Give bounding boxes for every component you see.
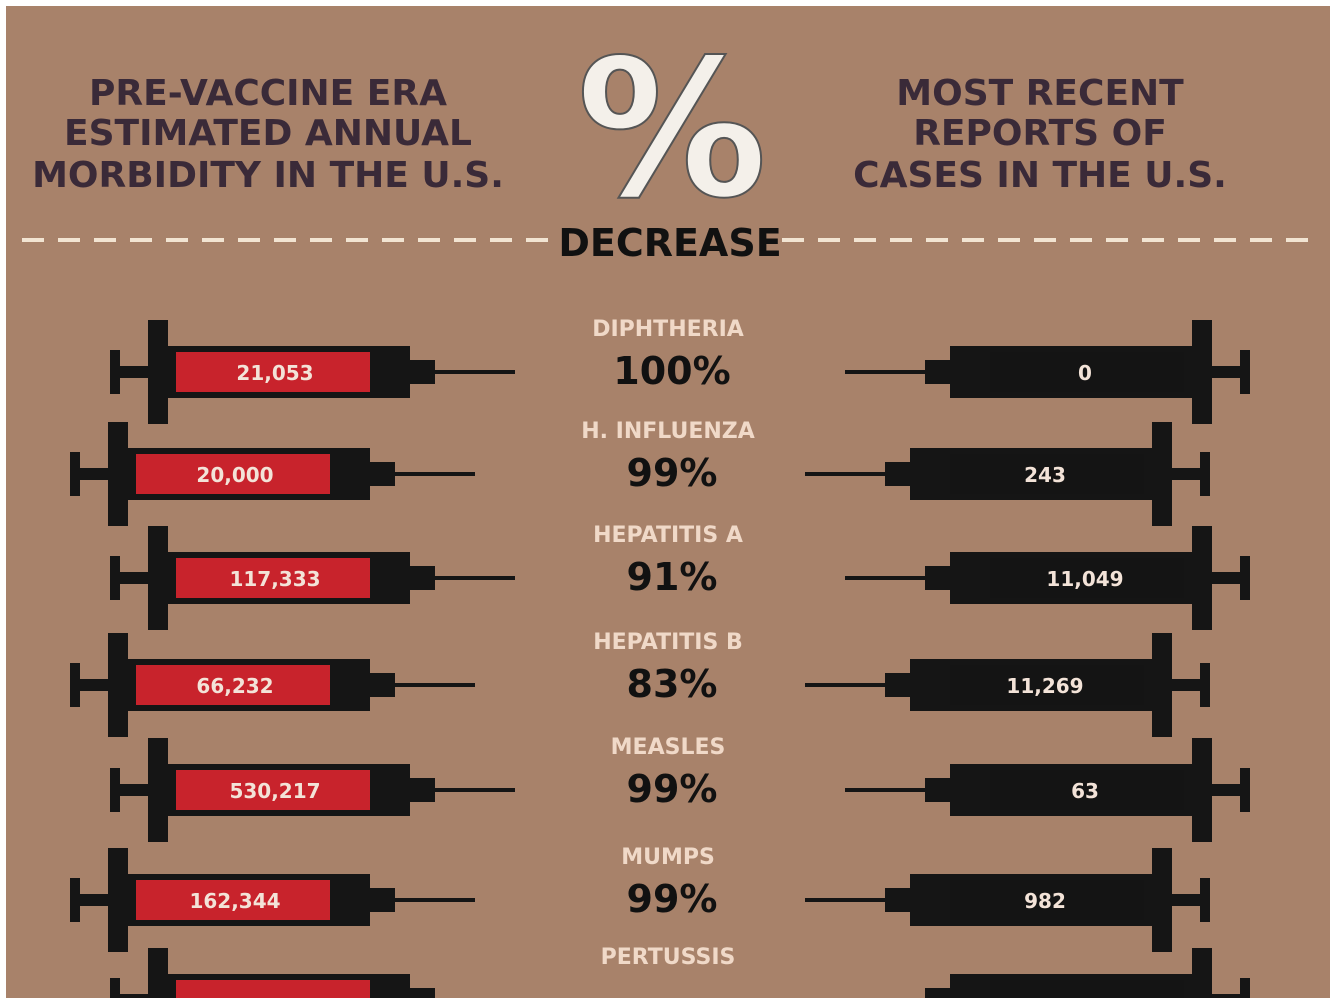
hub [925,360,950,384]
case-count: 243 [1024,463,1066,487]
plunger-cap [1200,663,1210,707]
heading-line: ESTIMATED ANNUAL [64,113,472,154]
case-count: 11,269 [1006,674,1083,698]
heading-line: CASES IN THE U.S. [853,155,1227,196]
plunger-cap [110,350,120,394]
hub [370,888,395,912]
decrease-percent: 83% [627,662,718,706]
flange [1152,633,1172,737]
plunger-rod [120,366,150,378]
case-count: 20,000 [196,463,273,487]
flange [1152,422,1172,526]
decrease-percent: 100% [613,349,730,393]
flange [1192,738,1212,842]
disease-name: MUMPS [621,845,715,870]
case-count: 21,053 [236,361,313,385]
heading-line: REPORTS OF [913,113,1167,154]
hub [925,778,950,802]
case-count: 0 [1078,361,1092,385]
flange [1192,526,1212,630]
plunger-rod [80,894,110,906]
plunger-cap [70,452,80,496]
plunger-cap [1200,452,1210,496]
disease-name: HEPATITIS A [593,523,743,548]
heading-line: PRE-VACCINE ERA [89,73,447,114]
hub [410,988,435,998]
flange [108,422,128,526]
disease-name: MEASLES [611,735,726,760]
hub [885,673,910,697]
case-count: 530,217 [229,779,320,803]
barrel [176,980,370,998]
plunger-rod [120,572,150,584]
hub [925,566,950,590]
plunger-rod [80,679,110,691]
flange [1192,320,1212,424]
infographic: PRE-VACCINE ERA ESTIMATED ANNUAL MORBIDI… [0,0,1336,998]
plunger-rod [120,994,150,998]
disease-name: PERTUSSIS [601,945,736,970]
decrease-percent: 99% [627,451,718,495]
flange [108,633,128,737]
flange [148,948,168,998]
hub [410,778,435,802]
plunger-cap [1200,878,1210,922]
left-heading: PRE-VACCINE ERA ESTIMATED ANNUAL MORBIDI… [32,73,504,196]
flange [108,848,128,952]
plunger-cap [110,556,120,600]
disease-name: H. INFLUENZA [581,419,755,444]
plunger-cap [1240,556,1250,600]
flange [1152,848,1172,952]
plunger-cap [1240,350,1250,394]
plunger-rod [1170,679,1200,691]
case-count: 982 [1024,889,1066,913]
plunger-rod [1210,366,1240,378]
plunger-rod [1210,994,1240,998]
plunger-rod [1210,572,1240,584]
hub [925,988,950,998]
hub [370,673,395,697]
plunger-rod [120,784,150,796]
case-count: 63 [1071,779,1099,803]
decrease-percent: 99% [627,877,718,921]
percent-symbol: % [577,19,767,240]
plunger-rod [1170,894,1200,906]
decrease-percent: 99% [627,767,718,811]
heading-line: MORBIDITY IN THE U.S. [32,155,504,196]
case-count: 117,333 [229,567,320,591]
decrease-percent: 91% [627,555,718,599]
flange [148,320,168,424]
disease-name: HEPATITIS B [593,630,743,655]
plunger-rod [80,468,110,480]
hub [885,888,910,912]
hub [370,462,395,486]
case-count: 162,344 [189,889,280,913]
decrease-label: DECREASE [558,221,781,265]
hub [410,360,435,384]
barrel [990,980,1184,998]
case-count: 11,049 [1046,567,1123,591]
plunger-rod [1170,468,1200,480]
disease-name: DIPHTHERIA [592,317,744,342]
hub [410,566,435,590]
plunger-cap [70,663,80,707]
heading-line: MOST RECENT [896,73,1184,114]
plunger-cap [110,978,120,998]
flange [148,738,168,842]
plunger-rod [1210,784,1240,796]
flange [148,526,168,630]
flange [1192,948,1212,998]
plunger-cap [1240,768,1250,812]
case-count: 66,232 [196,674,273,698]
hub [885,462,910,486]
plunger-cap [1240,978,1250,998]
plunger-cap [70,878,80,922]
plunger-cap [110,768,120,812]
